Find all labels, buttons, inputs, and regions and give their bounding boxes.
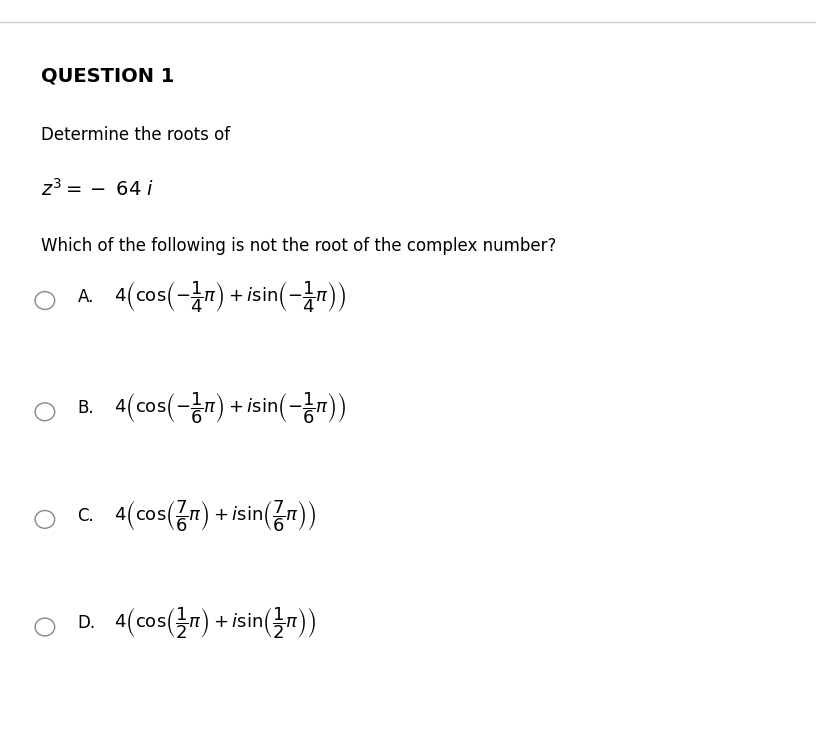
Text: Determine the roots of: Determine the roots of <box>41 126 230 144</box>
Text: $4\left(\cos\!\left(-\dfrac{1}{4}\pi\right)+ i\sin\!\left(-\dfrac{1}{4}\pi\right: $4\left(\cos\!\left(-\dfrac{1}{4}\pi\rig… <box>114 279 347 315</box>
Text: $4\left(\cos\!\left(\dfrac{7}{6}\pi\right)+ i\sin\!\left(\dfrac{7}{6}\pi\right)\: $4\left(\cos\!\left(\dfrac{7}{6}\pi\righ… <box>114 498 317 533</box>
Text: Which of the following is not the root of the complex number?: Which of the following is not the root o… <box>41 237 557 255</box>
Text: D.: D. <box>78 614 95 632</box>
Text: QUESTION 1: QUESTION 1 <box>41 67 174 86</box>
Text: B.: B. <box>78 399 94 417</box>
Text: A.: A. <box>78 288 94 306</box>
Text: $4\left(\cos\!\left(-\dfrac{1}{6}\pi\right)+ i\sin\!\left(-\dfrac{1}{6}\pi\right: $4\left(\cos\!\left(-\dfrac{1}{6}\pi\rig… <box>114 390 347 426</box>
Text: $4\left(\cos\!\left(\dfrac{1}{2}\pi\right)+ i\sin\!\left(\dfrac{1}{2}\pi\right)\: $4\left(\cos\!\left(\dfrac{1}{2}\pi\righ… <box>114 605 317 641</box>
Text: $z^3 = -\ 64\ i$: $z^3 = -\ 64\ i$ <box>41 178 154 200</box>
Text: C.: C. <box>78 507 95 525</box>
